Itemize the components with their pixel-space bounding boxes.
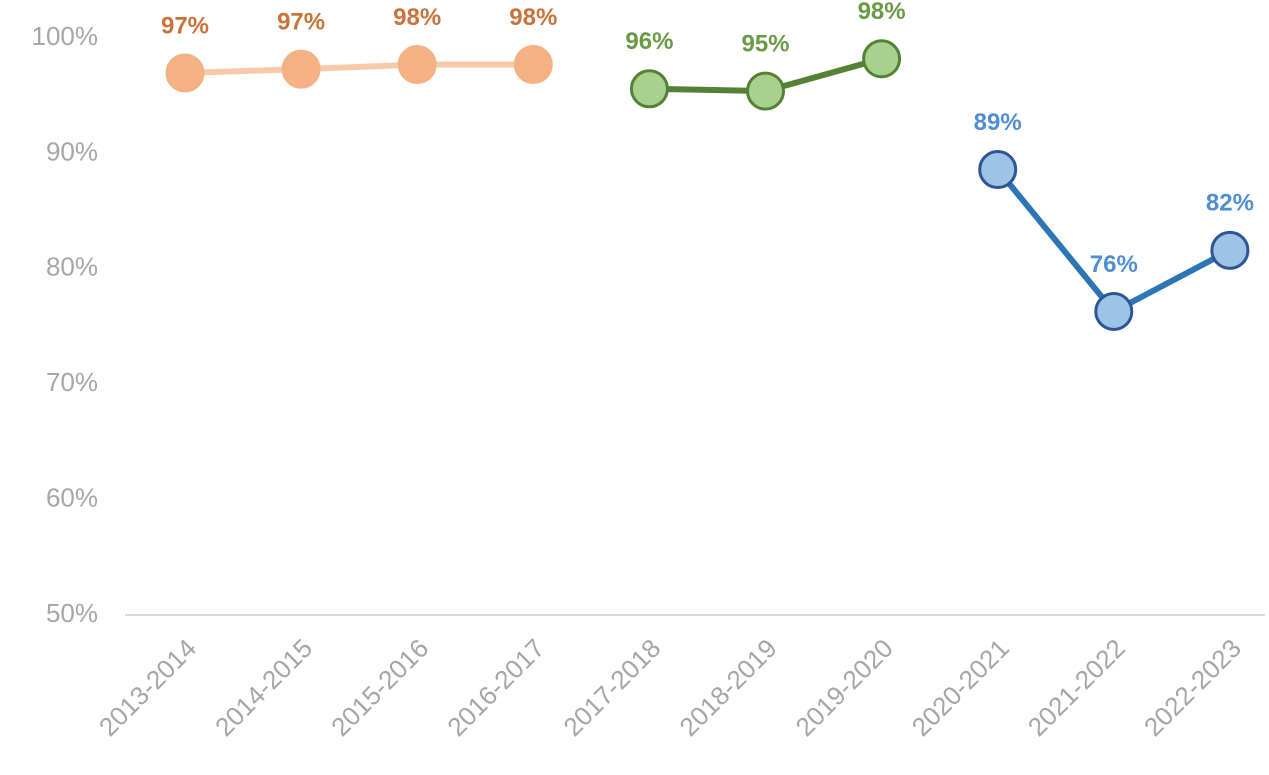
marker bbox=[513, 45, 553, 85]
y-tick-label: 80% bbox=[46, 252, 98, 282]
x-tick-label: 2015-2016 bbox=[325, 633, 434, 742]
x-tick-label: 2021-2022 bbox=[1022, 633, 1131, 742]
value-label: 98% bbox=[393, 4, 441, 31]
x-tick-label: 2016-2017 bbox=[441, 633, 550, 742]
marker bbox=[978, 150, 1018, 190]
y-tick-label: 100% bbox=[32, 21, 99, 51]
x-tick-label: 2020-2021 bbox=[906, 633, 1015, 742]
marker bbox=[746, 71, 785, 111]
y-tick-label: 60% bbox=[46, 482, 98, 512]
marker bbox=[397, 45, 437, 85]
marker bbox=[281, 49, 321, 89]
value-label: 82% bbox=[1206, 190, 1254, 217]
value-label: 89% bbox=[974, 109, 1022, 136]
series-line bbox=[184, 61, 534, 76]
marker bbox=[1210, 230, 1250, 270]
x-tick-label: 2018-2019 bbox=[673, 633, 782, 742]
y-tick-label: 70% bbox=[46, 367, 98, 397]
x-tick-label: 2014-2015 bbox=[209, 633, 318, 742]
value-label: 97% bbox=[161, 12, 209, 39]
x-tick-label: 2019-2020 bbox=[790, 633, 899, 742]
x-tick-label: 2017-2018 bbox=[557, 633, 666, 742]
marker bbox=[862, 39, 902, 79]
value-label: 98% bbox=[858, 0, 906, 25]
value-label: 98% bbox=[509, 4, 557, 31]
series-line bbox=[995, 167, 1232, 315]
marker bbox=[1094, 291, 1134, 331]
marker bbox=[165, 53, 205, 93]
x-tick-label: 2022-2023 bbox=[1138, 633, 1247, 742]
y-tick-label: 90% bbox=[46, 136, 98, 166]
y-tick-label: 50% bbox=[46, 598, 98, 628]
value-label: 97% bbox=[277, 9, 325, 36]
marker bbox=[629, 69, 669, 109]
value-label: 76% bbox=[1090, 251, 1138, 278]
value-label: 96% bbox=[625, 28, 673, 55]
x-tick-label: 2013-2014 bbox=[93, 633, 202, 742]
value-label: 95% bbox=[741, 30, 789, 57]
